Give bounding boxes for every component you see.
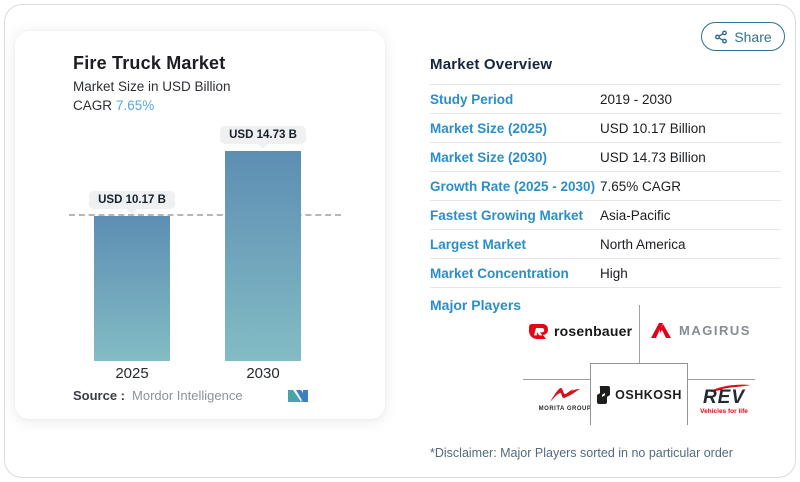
oshkosh-logo: OSHKOSH [590, 363, 688, 425]
share-icon [715, 29, 728, 44]
rosenbauer-wordmark: rosenbauer [554, 323, 633, 339]
row-value: High [600, 265, 628, 281]
share-label: Share [734, 28, 772, 45]
row-label: Study Period [430, 91, 514, 107]
x-axis-labels: 2025 2030 [94, 365, 301, 382]
chart-title: Fire Truck Market [73, 53, 226, 73]
bar-value-badge: USD 14.73 B [220, 126, 306, 149]
row-label: Growth Rate (2025 - 2030) [430, 178, 596, 194]
table-row: Fastest Growing Market Asia-Pacific [430, 201, 781, 230]
rev-swoosh-icon [710, 384, 751, 392]
bar-value-badge: USD 10.17 B [89, 191, 175, 214]
morita-group-logo: MORITA GROUP [532, 386, 598, 412]
table-row: Study Period 2019 - 2030 [430, 85, 781, 114]
cagr-value: 7.65% [116, 98, 155, 113]
badge-pointer [258, 144, 268, 149]
magirus-wordmark: MAGIRUS [679, 323, 751, 338]
rosenbauer-logo: rosenbauer [528, 322, 632, 340]
chart-subtitle: Market Size in USD Billion [73, 79, 231, 94]
row-label: Market Concentration [430, 265, 569, 281]
bar-group-2030: USD 14.73 B [220, 126, 306, 361]
bar-value-label: USD 14.73 B [229, 129, 297, 141]
major-players-label: Major Players [430, 297, 522, 313]
row-label: Market Size (2025) [430, 120, 548, 136]
rev-logo: REV Vehicles for life [693, 384, 755, 415]
source-brand: Mordor Intelligence [132, 388, 243, 403]
table-row: Growth Rate (2025 - 2030) 7.65% CAGR [430, 172, 781, 201]
row-value: North America [600, 236, 686, 252]
rev-tagline: Vehicles for life [700, 408, 748, 415]
mordor-intelligence-logo-icon [288, 390, 308, 402]
disclaimer-text: *Disclaimer: Major Players sorted in no … [430, 446, 733, 460]
table-row: Market Concentration High [430, 259, 781, 288]
row-value: 7.65% CAGR [600, 178, 682, 194]
oshkosh-wordmark: OSHKOSH [615, 387, 682, 402]
row-value: Asia-Pacific [600, 207, 671, 223]
cagr-line: CAGR 7.65% [73, 98, 154, 113]
chart-card: Fire Truck Market Market Size in USD Bil… [15, 31, 385, 419]
rev-wordmark: REV [702, 387, 746, 408]
oshkosh-icon [597, 385, 611, 404]
bar-2030 [225, 151, 301, 361]
morita-wordmark: MORITA GROUP [538, 406, 592, 412]
row-label: Fastest Growing Market [430, 207, 584, 223]
row-value: 2019 - 2030 [600, 91, 673, 107]
table-row: Largest Market North America [430, 230, 781, 259]
cagr-label: CAGR [73, 98, 113, 113]
bar-value-label: USD 10.17 B [98, 194, 166, 206]
bar-2025 [94, 216, 170, 361]
x-tick-2025: 2025 [115, 365, 149, 382]
source-label: Source : [73, 388, 126, 403]
overview-heading: Market Overview [430, 56, 553, 73]
rosenbauer-icon [528, 324, 548, 339]
row-value: USD 10.17 Billion [600, 120, 706, 136]
source-row: Source : Mordor Intelligence [73, 388, 243, 403]
page-frame: Fire Truck Market Market Size in USD Bil… [4, 4, 796, 478]
share-button[interactable]: Share [701, 22, 785, 51]
market-overview-panel: Market Overview Study Period 2019 - 2030 … [430, 5, 781, 477]
overview-table: Study Period 2019 - 2030 Market Size (202… [430, 84, 781, 288]
table-row: Market Size (2030) USD 14.73 Billion [430, 143, 781, 172]
morita-icon [550, 388, 580, 402]
row-label: Largest Market [430, 236, 527, 252]
threshold-dashline [69, 214, 341, 216]
connector-vertical [639, 305, 640, 363]
connector-horizontal-left [523, 379, 590, 380]
x-tick-2030: 2030 [246, 365, 280, 382]
magirus-logo: MAGIRUS [651, 322, 751, 339]
connector-horizontal-right [688, 379, 755, 380]
badge-pointer [127, 209, 137, 214]
table-row: Market Size (2025) USD 10.17 Billion [430, 114, 781, 143]
magirus-icon [651, 323, 671, 338]
bar-chart: USD 10.17 B USD 14.73 B [89, 101, 306, 361]
bar-group-2025: USD 10.17 B [89, 191, 175, 361]
row-label: Market Size (2030) [430, 149, 548, 165]
row-value: USD 14.73 Billion [600, 149, 706, 165]
